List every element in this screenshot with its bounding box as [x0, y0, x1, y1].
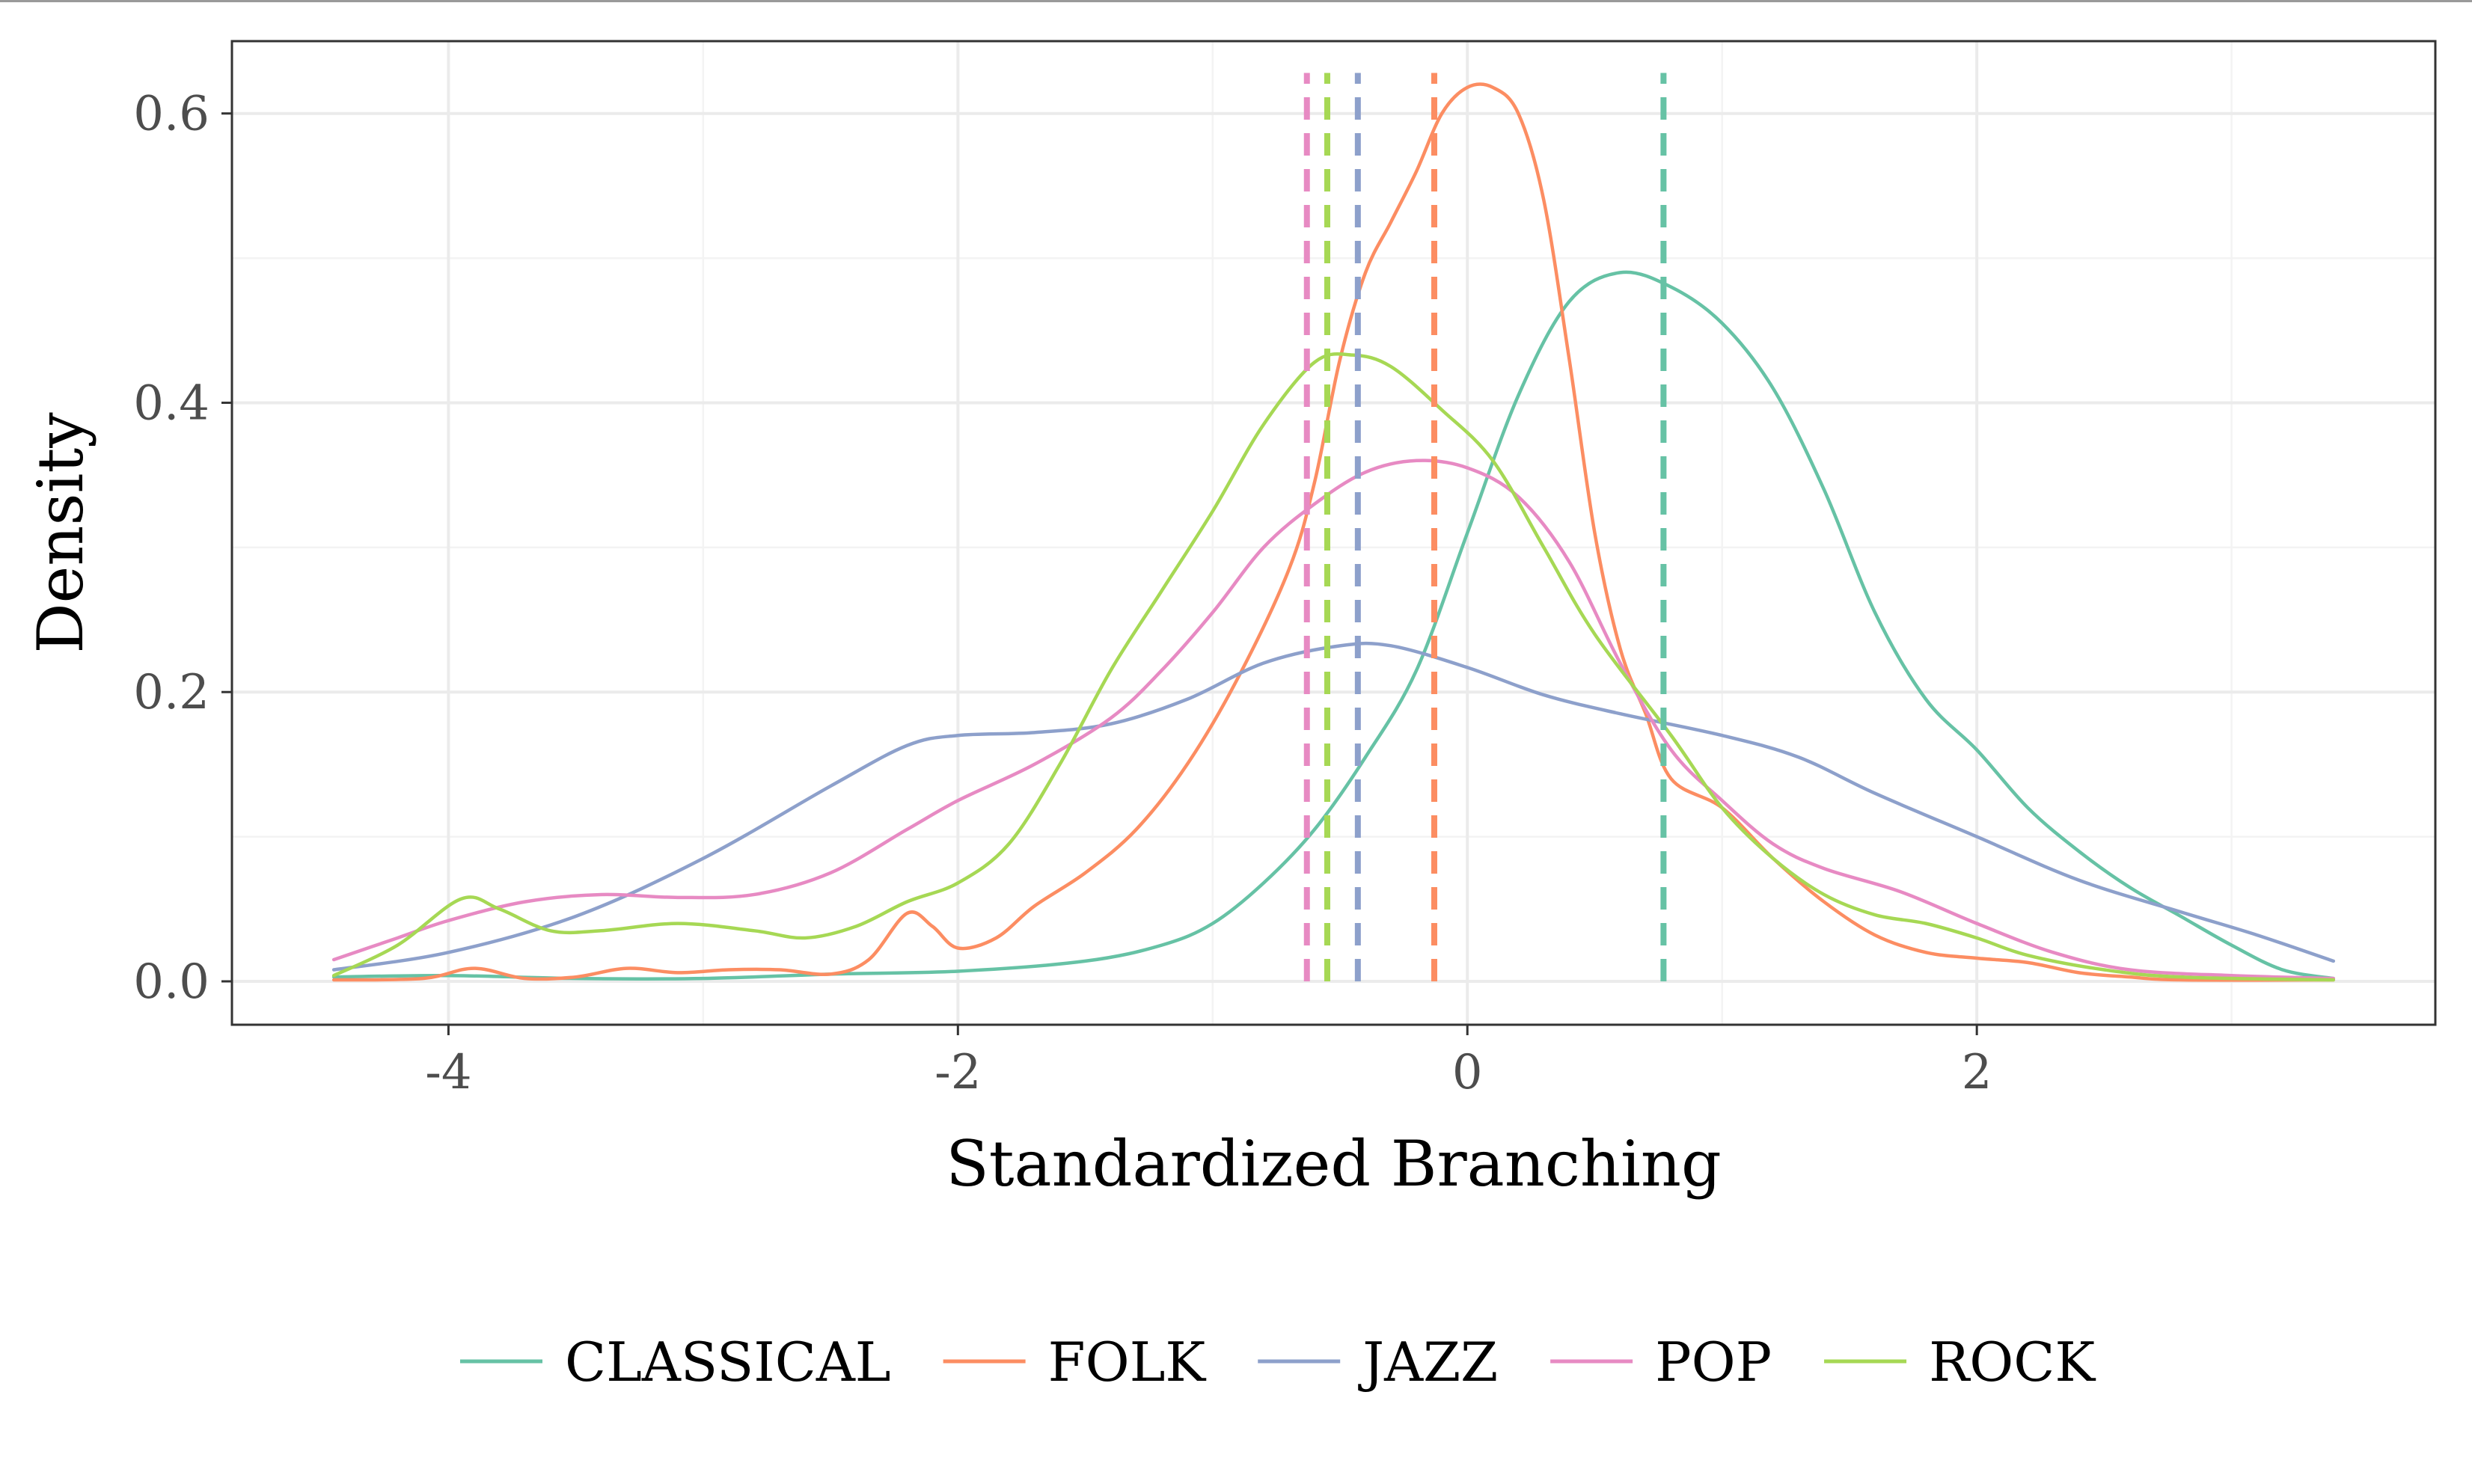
grid-lines — [232, 41, 2435, 1025]
x-tick-label: 2 — [1962, 1045, 1992, 1100]
density-line-pop — [331, 459, 2336, 981]
panel-background — [232, 41, 2435, 1025]
legend-item-pop: POP — [1550, 1331, 1772, 1393]
legend-label: CLASSICAL — [565, 1331, 891, 1393]
legend-label: JAZZ — [1357, 1331, 1498, 1393]
legend: CLASSICAL FOLK JAZZ POP ROCK — [460, 1331, 2096, 1393]
legend-label: POP — [1655, 1331, 1772, 1393]
legend-item-classical: CLASSICAL — [460, 1331, 891, 1393]
density-line-folk — [331, 82, 2336, 982]
plot-panel — [230, 40, 2437, 1026]
mean-lines — [1303, 73, 1667, 981]
x-tick-label: -4 — [425, 1045, 471, 1100]
y-axis: 0.0 0.2 0.4 0.6 — [133, 87, 232, 1010]
legend-item-rock: ROCK — [1824, 1331, 2096, 1393]
legend-item-jazz: JAZZ — [1258, 1331, 1498, 1393]
panel-border — [230, 40, 2437, 1026]
y-tick-label: 0.2 — [133, 665, 209, 720]
y-tick-label: 0.0 — [133, 954, 209, 1010]
x-tick-label: 0 — [1452, 1045, 1483, 1100]
y-axis-title: Density — [24, 412, 97, 654]
y-tick-label: 0.6 — [133, 87, 209, 142]
density-line-rock — [331, 352, 2336, 982]
legend-label: ROCK — [1929, 1331, 2096, 1393]
density-line-classical — [331, 270, 2336, 981]
legend-item-folk: FOLK — [943, 1331, 1207, 1393]
x-axis-title: Standardized Branching — [946, 1127, 1722, 1201]
x-tick-label: -2 — [934, 1045, 981, 1100]
legend-label: FOLK — [1048, 1331, 1207, 1393]
density-curves — [331, 82, 2336, 982]
x-axis: -4 -2 0 2 — [425, 1025, 1992, 1100]
y-tick-label: 0.4 — [133, 375, 209, 431]
